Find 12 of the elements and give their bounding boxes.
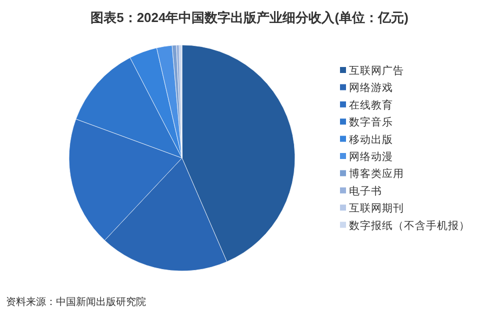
legend-label: 互联网期刊: [349, 202, 404, 215]
legend-label: 数字音乐: [349, 116, 393, 129]
text: 资料来源：中国新闻出版研究院: [6, 296, 146, 308]
legend-label: 网络动漫: [349, 151, 393, 163]
legend-label: 电子书: [349, 184, 382, 198]
legend-label: 移动出版: [349, 132, 393, 146]
legend-label: 在线教育: [349, 98, 393, 112]
legend-label: 互联网广告: [349, 64, 404, 77]
legend-label: 博客类应用: [349, 167, 404, 180]
legend-label: 网络游戏: [349, 81, 393, 94]
legend-label: 数字报纸（不含手机报）: [349, 218, 470, 232]
chart-title: 图表5：2024年中国数字出版产业细分收入(单位：亿元): [90, 10, 408, 25]
